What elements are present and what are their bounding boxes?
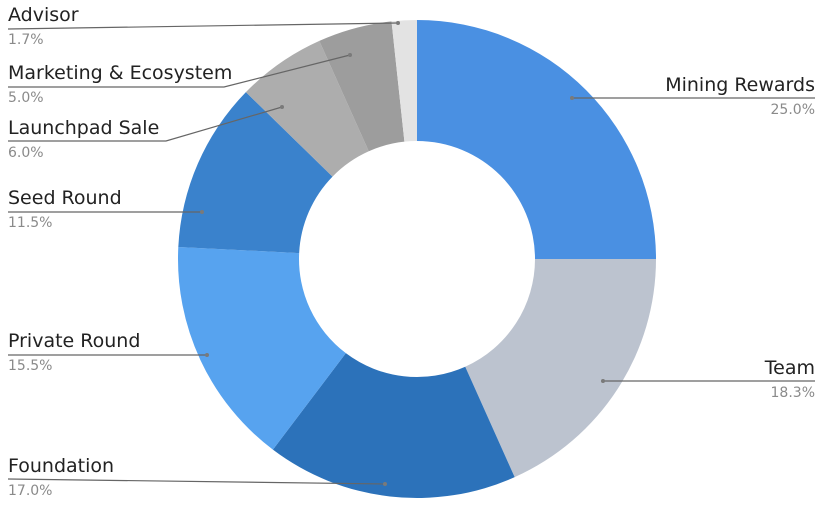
leader-line-launchpad — [8, 106, 283, 142]
pct-marketing: 5.0% — [8, 90, 44, 106]
slice-team — [465, 259, 656, 478]
pct-mining: 25.0% — [770, 102, 815, 118]
donut-slices — [177, 20, 656, 498]
label-marketing: Marketing & Ecosystem — [8, 62, 233, 84]
label-advisor: Advisor — [8, 4, 79, 26]
pct-advisor: 1.7% — [8, 32, 44, 48]
pct-foundation: 17.0% — [8, 483, 53, 499]
label-foundation: Foundation — [8, 455, 115, 477]
leader-line-foundation — [7, 478, 386, 485]
pct-launchpad: 6.0% — [8, 145, 44, 161]
leader-dots — [200, 21, 605, 486]
leader-line-advisor — [7, 22, 399, 30]
pct-seed: 11.5% — [8, 215, 53, 231]
label-mining: Mining Rewards — [665, 74, 815, 96]
slice-advisor — [391, 20, 417, 142]
slice-seed-round — [178, 92, 333, 254]
label-seed: Seed Round — [8, 187, 122, 209]
label-team: Team — [764, 357, 815, 379]
slice-launchpad-sale — [245, 40, 369, 177]
slice-mining-rewards — [417, 20, 656, 259]
slice-private-round — [177, 246, 346, 450]
slice-foundation — [272, 353, 515, 498]
label-launchpad: Launchpad Sale — [8, 117, 160, 139]
leader-line-marketing — [8, 54, 351, 88]
pct-team: 18.3% — [770, 385, 815, 401]
pct-private: 15.5% — [8, 358, 53, 374]
leader-lines — [7, 22, 815, 485]
slice-marketing-ecosystem — [319, 21, 405, 152]
label-private: Private Round — [8, 330, 141, 352]
